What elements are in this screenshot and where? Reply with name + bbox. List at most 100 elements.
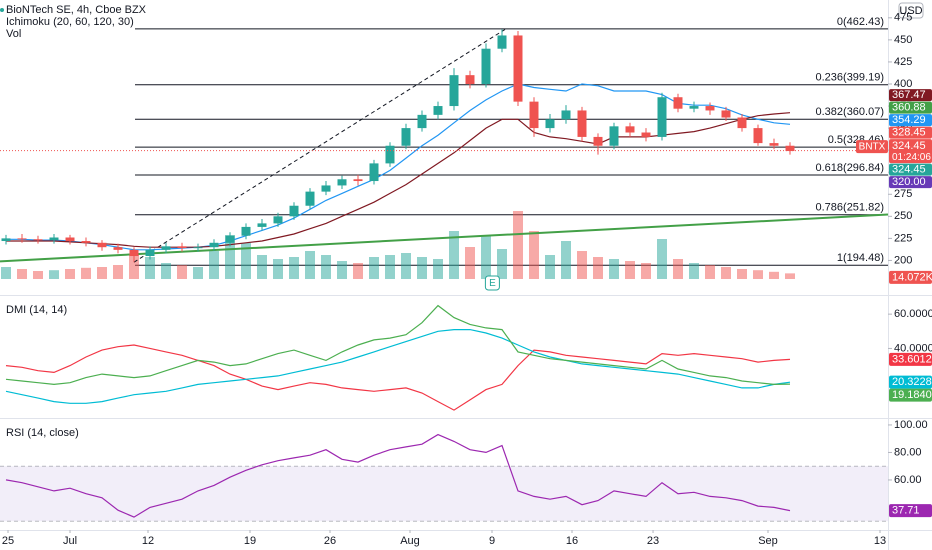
- volume-bar: [689, 263, 699, 279]
- volume-bar: [241, 243, 251, 279]
- candle-body: [113, 247, 123, 250]
- y-tick-label: 400: [894, 78, 912, 90]
- volume-bar: [417, 257, 427, 279]
- candle-body: [353, 179, 363, 182]
- last-value-box: [889, 388, 932, 402]
- symbol-tag: BNTX: [859, 141, 886, 152]
- price-label: 320.00: [892, 176, 926, 188]
- volume-bar: [161, 263, 171, 279]
- candle-body: [225, 235, 235, 243]
- price-label: 328.45: [892, 127, 926, 139]
- price-label-box: [889, 114, 932, 127]
- last-value-label: 33.6012: [892, 353, 932, 365]
- price-label: 367.47: [892, 89, 926, 101]
- candle-body: [673, 97, 683, 109]
- candle-body: [705, 106, 715, 111]
- candle-body: [401, 128, 411, 146]
- candle-body: [785, 145, 795, 152]
- volume-bar: [1, 267, 11, 279]
- volume-bar: [209, 251, 219, 279]
- fib-label: 0.382(360.07): [816, 106, 885, 118]
- volume-bar: [577, 251, 587, 279]
- y-tick-label: 200: [894, 254, 912, 266]
- candle-body: [641, 132, 651, 137]
- price-label-box: [889, 101, 932, 114]
- candle-body: [689, 106, 699, 109]
- currency-box[interactable]: [898, 2, 924, 19]
- indicator-line: [5, 344, 791, 411]
- candle-body: [481, 48, 491, 84]
- volume-bar: [305, 251, 315, 279]
- indicator-line: [5, 304, 791, 386]
- price-label: 360.88: [892, 102, 926, 114]
- currency: USD: [899, 5, 922, 17]
- last-value-box: [889, 352, 932, 366]
- volume-bar: [561, 241, 571, 279]
- candle-body: [1, 238, 11, 242]
- candle-body: [721, 110, 731, 118]
- status-dot: [0, 8, 4, 12]
- x-tick-label: 16: [566, 535, 578, 547]
- candle-body: [161, 246, 171, 250]
- fib-label: 0.786(251.82): [816, 202, 885, 214]
- candle-body: [497, 35, 507, 49]
- candle-body: [145, 249, 155, 257]
- candle-body: [337, 179, 347, 186]
- volume-bar: [769, 271, 779, 279]
- candle-body: [769, 143, 779, 146]
- candle-body: [609, 126, 619, 146]
- rsi-band: [0, 466, 888, 522]
- volume-bar: [273, 259, 283, 279]
- x-tick-label: 26: [324, 535, 336, 547]
- fib-label: 0.618(296.84): [816, 162, 885, 174]
- chart-title: BioNTech SE, 4h, Cboe BZX: [6, 4, 147, 16]
- candle-body: [289, 205, 299, 217]
- candle-body: [17, 238, 27, 240]
- volume-bar: [673, 259, 683, 279]
- volume-label: Vol: [6, 28, 21, 40]
- candle-body: [449, 75, 459, 107]
- x-tick-label: 12: [142, 535, 154, 547]
- volume-bar: [641, 263, 651, 279]
- x-tick-label: 19: [244, 535, 256, 547]
- y-tick-label: 225: [894, 232, 912, 244]
- pane-title: DMI (14, 14): [6, 304, 67, 316]
- last-value-label: 19.1840: [892, 389, 932, 401]
- x-tick-label: Sep: [758, 535, 778, 547]
- volume-bar: [721, 267, 731, 279]
- volume-bar: [449, 231, 459, 279]
- countdown: 01:24:06: [892, 152, 931, 163]
- ichimoku-line: [6, 83, 791, 251]
- x-tick-label: 23: [647, 535, 659, 547]
- volume-bar: [385, 255, 395, 279]
- price-label: 324.45: [892, 140, 926, 152]
- candle-body: [33, 239, 43, 241]
- candle-body: [657, 97, 667, 137]
- candle-body: [753, 128, 763, 144]
- volume-bar: [129, 255, 139, 279]
- volume-bar: [625, 261, 635, 279]
- y-tick-label: 275: [894, 188, 912, 200]
- candle-body: [737, 117, 747, 129]
- volume-bar: [193, 267, 203, 279]
- price-label-box: [889, 163, 932, 176]
- candle-body: [177, 246, 187, 249]
- last-value-label: 20.3228: [892, 376, 932, 388]
- volume-bar: [705, 265, 715, 279]
- volume-bar: [369, 257, 379, 279]
- earnings-marker[interactable]: E: [489, 278, 496, 289]
- x-tick-label: Aug: [400, 535, 420, 547]
- y-tick-label: 40.000000: [894, 342, 932, 354]
- volume-bar: [529, 231, 539, 279]
- price-label-box: [889, 126, 932, 139]
- x-tick-label: 25: [2, 535, 14, 547]
- volume-bar: [97, 267, 107, 279]
- price-label-box: [889, 89, 932, 102]
- volume-value-label: 14.072K: [892, 271, 932, 283]
- volume-bar: [289, 257, 299, 279]
- candle-body: [65, 237, 75, 242]
- last-value-box: [889, 504, 932, 518]
- x-tick-label: 13: [874, 535, 886, 547]
- symbol-tag-box: [856, 140, 888, 154]
